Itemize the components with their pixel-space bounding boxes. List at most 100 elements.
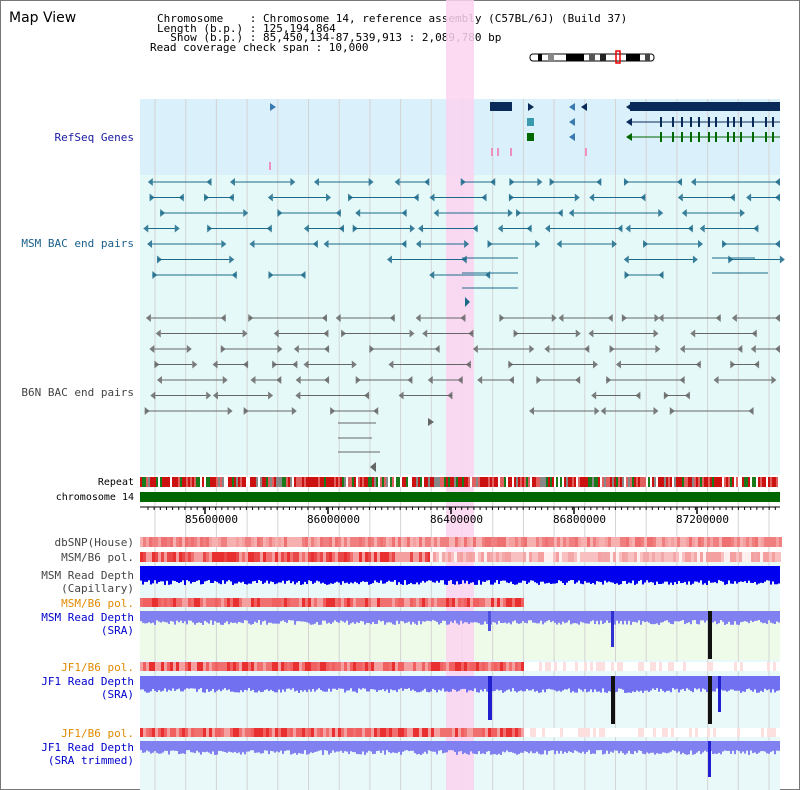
dbsnp-cell xyxy=(629,537,632,547)
repeat-mark xyxy=(622,477,624,487)
msm-sra-depth-bar xyxy=(646,611,648,622)
jf1-pol-cell xyxy=(743,662,746,671)
dbsnp-cell xyxy=(401,537,404,547)
msm-sra-depth-bar xyxy=(750,611,752,621)
jf1-sra-depth-bar xyxy=(276,676,278,693)
msm-sra-depth-bar xyxy=(288,611,290,621)
jf1-trim-depth-bar xyxy=(656,741,658,754)
repeat-mark xyxy=(244,477,246,487)
jf1-trim-depth-bar xyxy=(404,741,406,751)
msm-pol-sra-cell xyxy=(497,598,500,607)
msm-pol-sra-cell xyxy=(236,598,239,607)
jf1-pol-cell xyxy=(236,662,239,671)
msm-sra-depth-bar xyxy=(474,611,476,623)
msm-pol-sra-cell xyxy=(395,598,398,607)
dbsnp-cell xyxy=(338,537,341,547)
msm-sra-depth-bar xyxy=(420,611,422,625)
jf1-sra-depth-bar xyxy=(360,676,362,690)
jf1-pol-trim-cell xyxy=(581,728,584,737)
msm-sra-depth-bar xyxy=(442,611,444,621)
dbsnp-cell xyxy=(179,537,182,547)
jf1-trim-depth-bar xyxy=(598,741,600,751)
msm-pol-cell xyxy=(511,552,514,562)
jf1-pol-trim-cell xyxy=(398,728,401,737)
msm-pol-cell xyxy=(263,552,266,562)
jf1-sra-depth-bar xyxy=(598,676,600,692)
dbsnp-cell xyxy=(569,537,572,547)
repeat-mark xyxy=(342,477,344,487)
repeat-mark xyxy=(428,477,430,487)
msm-pol-cell xyxy=(143,552,146,562)
b6n-bac-pair-end xyxy=(513,329,519,338)
msm-capillary-depth-bar xyxy=(430,566,432,581)
repeat-mark xyxy=(374,477,376,487)
jf1-sra-depth-bar xyxy=(144,676,146,692)
map-view-title: Map View xyxy=(9,10,77,26)
jf1-pol-trim-cell xyxy=(272,728,275,737)
msm-sra-depth-bar xyxy=(540,611,542,621)
jf1-sra-depth-bar xyxy=(572,676,574,692)
jf1-trim-depth-bar xyxy=(314,741,316,753)
jf1-sra-depth-bar xyxy=(400,676,402,689)
msm-pol-cell xyxy=(356,552,359,562)
jf1-pol-cell xyxy=(458,662,461,671)
jf1-trim-depth-bar xyxy=(416,741,418,755)
msm-bac-pair-end xyxy=(413,193,419,202)
jf1-pol-cell xyxy=(497,662,500,671)
jf1-pol-trim-cell xyxy=(470,728,473,737)
dbsnp-cell xyxy=(737,537,740,547)
repeat-mark xyxy=(596,477,598,487)
msm-sra-depth-bar xyxy=(298,611,300,622)
repeat-mark xyxy=(620,477,622,487)
jf1-sra-depth-bar xyxy=(616,676,618,692)
jf1-sra-depth-bar xyxy=(178,676,180,689)
gene-exon xyxy=(698,117,700,127)
msm-sra-depth-bar xyxy=(460,611,462,621)
jf1-trim-depth-bar xyxy=(410,741,412,751)
jf1-trim-depth-bar xyxy=(716,741,718,754)
jf1-sra-depth-bar xyxy=(428,676,430,693)
dbsnp-cell xyxy=(698,537,701,547)
jf1-sra-depth-bar xyxy=(594,676,596,690)
msm-pol-cell xyxy=(260,552,263,562)
dbsnp-cell xyxy=(677,537,680,547)
msm-sra-depth-bar xyxy=(344,611,346,623)
b6n-bac-label: B6N BAC end pairs xyxy=(21,386,134,399)
msm-capillary-depth-bar xyxy=(586,566,588,583)
msm-sra-depth-bar xyxy=(624,611,626,621)
repeat-mark xyxy=(464,477,466,487)
jf1-pol-cell xyxy=(233,662,236,671)
jf1-trim-depth-bar xyxy=(248,741,250,752)
jf1-pol-cell xyxy=(503,662,506,671)
b6n-bac-pair-end xyxy=(607,314,613,322)
jf1-sra-depth-bar xyxy=(284,676,286,692)
jf1-trim-depth-bar xyxy=(430,741,432,752)
jf1-pol-cell xyxy=(665,662,668,671)
jf1-sra-depth-bar xyxy=(338,676,340,689)
jf1-trim-depth-bar xyxy=(322,741,324,755)
msm-pol-sra-cell xyxy=(401,598,404,607)
msm-bac-pair-end xyxy=(415,240,421,248)
jf1-pol-cell xyxy=(272,662,275,671)
jf1-pol-cell xyxy=(605,662,608,671)
jf1-sra-depth-bar xyxy=(758,676,760,693)
jf1-sra-depth-bar xyxy=(510,676,512,692)
jf1-sra-depth-bar xyxy=(504,676,506,692)
msm-capillary-depth-bar xyxy=(332,566,334,584)
jf1-sra-depth-bar xyxy=(308,676,310,690)
jf1-pol-trim-cell xyxy=(350,728,353,737)
msm-sra-depth-bar xyxy=(318,611,320,625)
msm-capillary-depth-bar xyxy=(616,566,618,584)
jf1-sra-depth-bar xyxy=(188,676,190,689)
repeat-mark xyxy=(294,477,296,487)
jf1-trim-depth-bar xyxy=(734,741,736,755)
msm-capillary-depth-bar xyxy=(288,566,290,581)
dbsnp-cell xyxy=(686,537,689,547)
repeat-mark xyxy=(416,477,418,487)
msm-sra-depth-bar xyxy=(642,611,644,622)
msm-capillary-depth-bar xyxy=(720,566,722,581)
jf1-trim-depth-bar xyxy=(472,741,474,754)
jf1-sra-depth-bar xyxy=(582,676,584,692)
repeat-mark xyxy=(742,477,744,487)
